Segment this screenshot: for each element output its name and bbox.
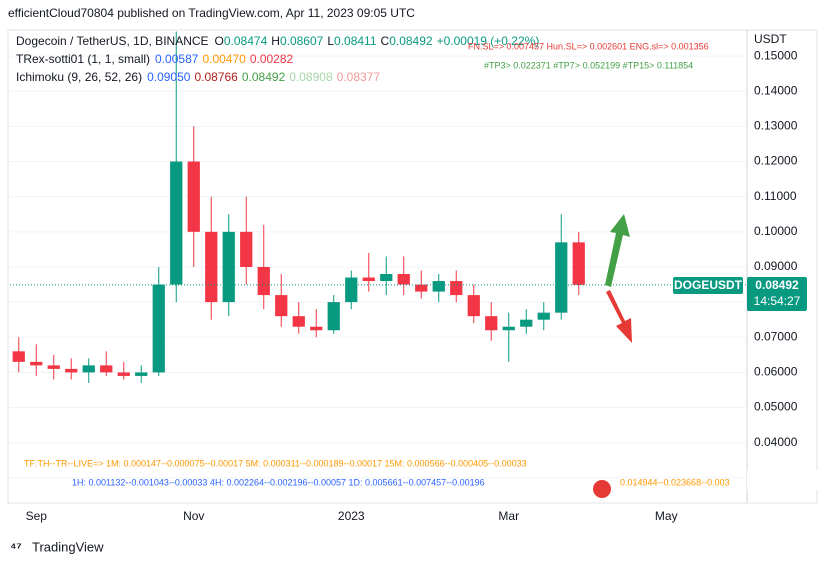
y-tick-label: 0.04000 — [754, 435, 798, 449]
targets: #TP3> 0.022371 #TP7> 0.052199 #TP15> 0.1… — [484, 60, 693, 70]
ichimoku-name: Ichimoku (9, 26, 52, 26) — [16, 70, 142, 84]
y-tick-label: 0.06000 — [754, 365, 798, 379]
candle-body — [310, 326, 323, 331]
logo-mark: ⁴⁷ — [10, 539, 22, 554]
candle-body — [380, 274, 393, 282]
frame — [7, 29, 818, 504]
candle-body — [415, 284, 428, 292]
symbol: Dogecoin / TetherUS, 1D, BINANCE — [16, 34, 209, 48]
candle-body — [537, 312, 550, 320]
candle-body — [292, 316, 305, 327]
candle-body — [450, 281, 463, 296]
candle-body — [12, 351, 25, 362]
ohlc-key: O — [215, 34, 224, 48]
x-tick-label: Nov — [183, 509, 204, 523]
candle-body — [240, 231, 253, 267]
y-tick-label: 0.14000 — [754, 83, 798, 97]
ohlc-value: 0.08607 — [280, 34, 324, 48]
plot: 0.030000.040000.050000.060000.070000.080… — [10, 31, 798, 523]
symbol-tag-text: DOGEUSDT — [674, 278, 743, 292]
legend-line-1: Dogecoin / TetherUS, 1D, BINANCE O0.08474… — [16, 34, 539, 48]
ichimoku-value: 0.08908 — [289, 70, 333, 84]
candle-body — [362, 277, 375, 282]
candle-body — [205, 231, 218, 303]
y-tick-label: 0.09000 — [754, 259, 798, 273]
trex-name: TRex-sotti01 (1, 1, small) — [16, 52, 150, 66]
tf-long: 1H: 0.001132--0.001043--0.00033 4H: 0.00… — [72, 477, 485, 487]
ohlc-value: 0.08492 — [389, 34, 433, 48]
candle-body — [572, 242, 585, 285]
ichimoku-value: 0.08492 — [242, 70, 286, 84]
legend-line-2: TRex-sotti01 (1, 1, small) 0.00587 0.00470… — [16, 52, 294, 66]
y-tick-label: 0.15000 — [754, 48, 798, 62]
ohlc-value: 0.08411 — [334, 34, 377, 48]
brand: TradingView — [32, 539, 104, 554]
flag-icon — [593, 480, 611, 498]
candle-body — [65, 368, 78, 373]
y-tick-label: 0.10000 — [754, 224, 798, 238]
candle-body — [47, 365, 60, 369]
change: +0.00019 (+0.22%) — [437, 34, 540, 48]
y-tick-label: 0.07000 — [754, 329, 798, 343]
tf-short: TF:TH--TR--LIVE=> 1M: 0.000147--0.000075… — [24, 458, 527, 468]
x-tick-label: Mar — [498, 509, 519, 523]
candle-body — [222, 231, 235, 303]
down-arrow — [606, 290, 632, 343]
ohlc-key: H — [271, 34, 280, 48]
candle-body — [502, 326, 515, 331]
candle-body — [432, 281, 445, 292]
candle-body — [345, 277, 358, 303]
price-tag-text: 0.08492 — [755, 278, 799, 292]
legend-line-3: Ichimoku (9, 26, 52, 26) 0.09050 0.08766 0.… — [16, 70, 380, 84]
y-tick-label: 0.12000 — [754, 154, 798, 168]
y-tick-label: 0.13000 — [754, 119, 798, 133]
x-tick-label: Sep — [26, 509, 48, 523]
y-axis-label: USDT — [754, 32, 787, 46]
x-tick-label: 2023 — [338, 509, 365, 523]
candle-body — [100, 365, 113, 373]
candle-body — [257, 266, 270, 296]
symbol-tag — [673, 277, 743, 294]
candle-body — [117, 372, 130, 376]
candle-body — [555, 242, 568, 313]
up-arrow — [605, 214, 630, 287]
publisher: efficientCloud70804 published on Trading… — [8, 6, 415, 20]
tf-extra: 0.014944--0.023668--0.003 — [620, 477, 730, 487]
candle-body — [82, 365, 95, 373]
ohlc-key: L — [327, 34, 334, 48]
y-tick-label: 0.05000 — [754, 400, 798, 414]
stops: FN.SL=> 0.007457 Hun.SL=> 0.002601 ENG.s… — [468, 41, 709, 51]
x-tick-label: May — [655, 509, 678, 523]
candle-body — [467, 295, 480, 317]
candle-body — [187, 161, 200, 232]
candle-body — [152, 284, 165, 373]
trex-value: 0.00470 — [202, 52, 246, 66]
axis-mask — [747, 470, 821, 490]
candle-body — [275, 295, 288, 317]
candle-body — [30, 361, 43, 366]
candle-body — [327, 302, 340, 331]
candle-body — [135, 372, 148, 376]
candle-body — [520, 319, 533, 327]
ichimoku-value: 0.08377 — [337, 70, 381, 84]
candle-body — [397, 274, 410, 285]
countdown: 14:54:27 — [754, 294, 801, 308]
y-tick-label: 0.11000 — [754, 189, 797, 203]
ohlc-key: C — [381, 34, 390, 48]
candle-body — [485, 316, 498, 331]
ichimoku-value: 0.08766 — [194, 70, 238, 84]
ohlc-value: 0.08474 — [224, 34, 268, 48]
trex-value: 0.00587 — [155, 52, 199, 66]
candle-body — [170, 161, 183, 285]
ichimoku-value: 0.09050 — [147, 70, 191, 84]
trex-value: 0.00282 — [250, 52, 294, 66]
price-tag — [747, 277, 807, 311]
